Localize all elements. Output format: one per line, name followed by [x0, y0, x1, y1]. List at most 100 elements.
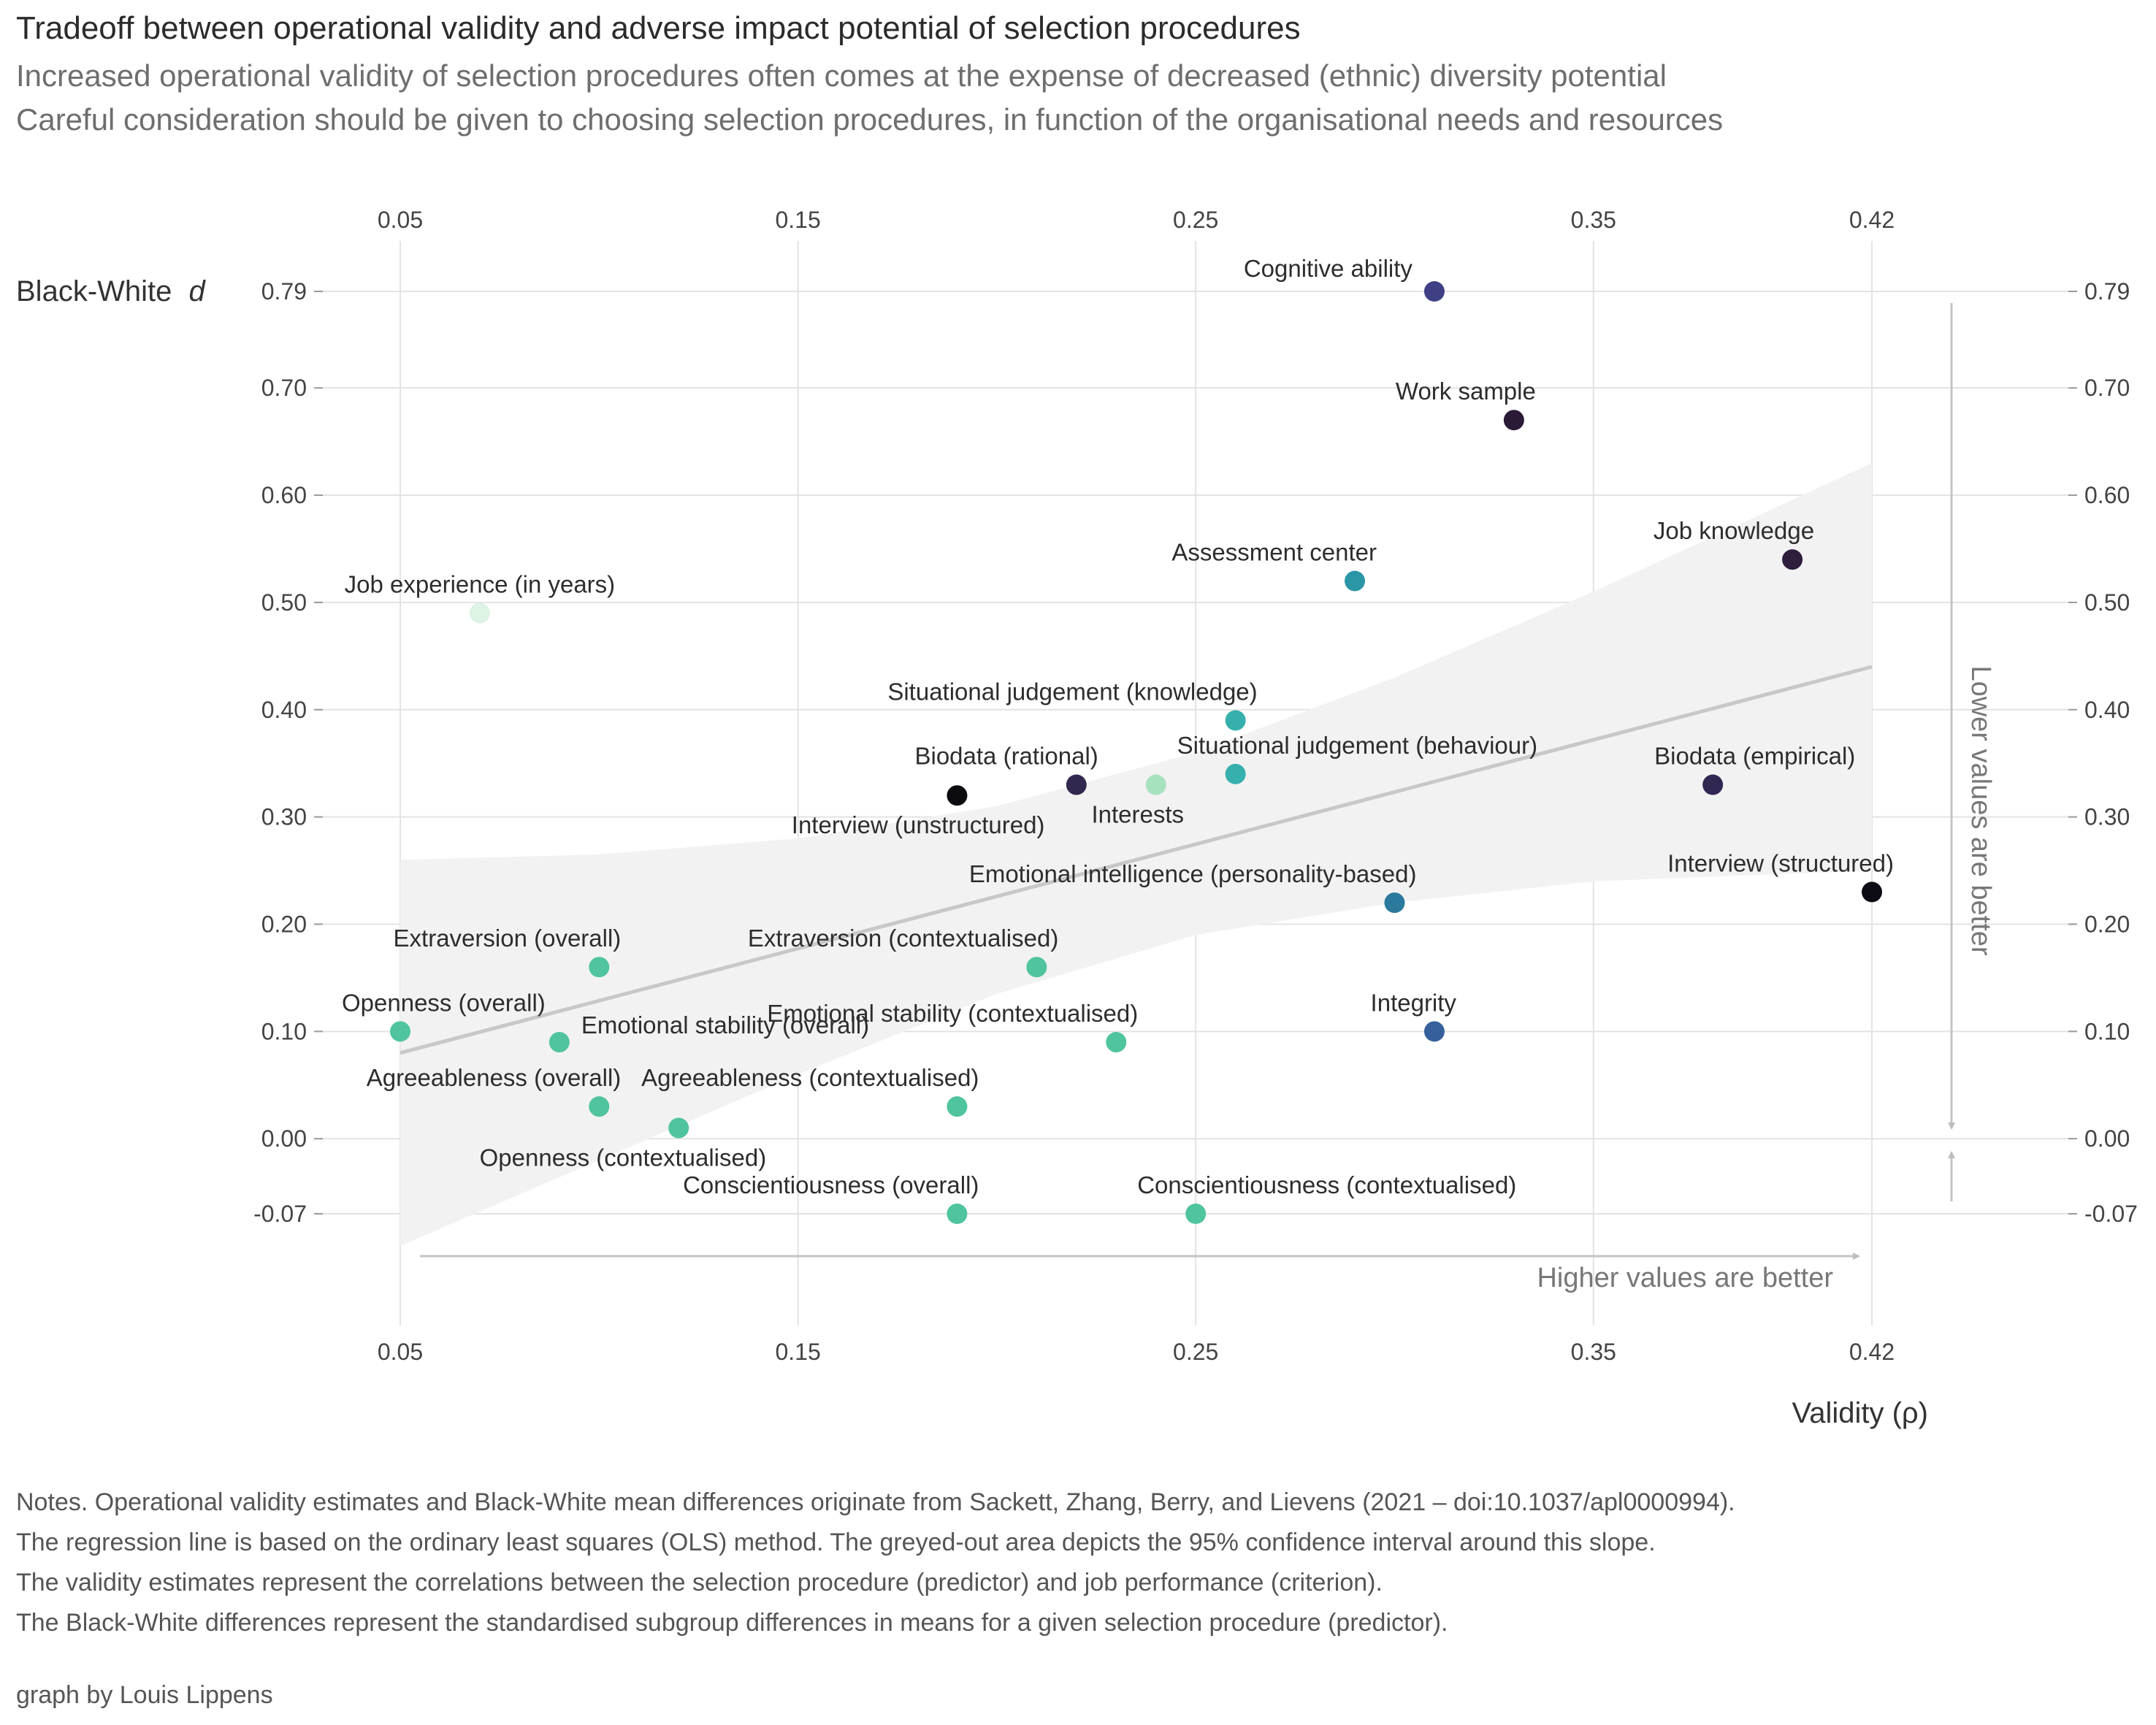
data-point	[589, 1096, 610, 1117]
point-label: Job knowledge	[1654, 517, 1814, 544]
data-point	[1862, 881, 1882, 903]
y-tick-label-left: 0.30	[261, 804, 307, 830]
y-arrow-label: Lower values are better	[1965, 665, 1996, 955]
point-label: Situational judgement (knowledge)	[887, 678, 1257, 705]
data-point	[668, 1117, 689, 1139]
data-point	[1782, 549, 1803, 570]
point-label: Openness (contextualised)	[480, 1144, 767, 1171]
data-point	[947, 785, 968, 806]
x-tick-label-top: 0.25	[1173, 207, 1218, 233]
data-point	[1225, 710, 1246, 731]
data-point	[1066, 774, 1087, 795]
scatter-chart: 0.05 0.05 0.15 0.15 0.25 0.25 0.35 0.35 0.42 0.42…	[16, 207, 2138, 1429]
x-axis-label: Validity (ρ)	[1792, 1397, 1928, 1429]
data-points	[390, 281, 1882, 1224]
data-point	[1702, 774, 1724, 795]
point-label: Biodata (rational)	[914, 743, 1098, 770]
point-label: Biodata (empirical)	[1654, 743, 1855, 770]
point-label: Extraversion (overall)	[394, 925, 622, 952]
x-tick-label-bottom: 0.35	[1571, 1339, 1616, 1365]
y-tick-label-right: 0.60	[2084, 482, 2130, 508]
x-tick-label-top: 0.35	[1571, 207, 1616, 233]
data-point	[1145, 774, 1166, 795]
point-labels: Cognitive ability Work sample Job knowledg…	[342, 255, 1894, 1198]
point-label: Conscientiousness (contextualised)	[1137, 1171, 1516, 1198]
point-label: Extraversion (contextualised)	[748, 925, 1059, 952]
data-point	[1503, 410, 1524, 431]
chart-subtitle-line-2: Careful consideration should be given to…	[16, 102, 1724, 137]
point-label: Job experience (in years)	[345, 571, 616, 598]
chart-subtitle-line-1: Increased operational validity of select…	[16, 58, 1667, 93]
data-point	[469, 603, 490, 624]
point-label: Emotional stability (contextualised)	[767, 1000, 1138, 1027]
notes: Notes. Operational validity estimates an…	[16, 1483, 1735, 1643]
chart-title: Tradeoff between operational validity an…	[16, 10, 1301, 46]
point-label: Emotional stability (overall)	[581, 1011, 869, 1039]
y-tick-label-right: 0.10	[2084, 1018, 2130, 1044]
point-label: Integrity	[1371, 989, 1457, 1016]
y-tick-label-right: 0.20	[2084, 911, 2130, 937]
point-label: Cognitive ability	[1244, 255, 1413, 282]
x-tick-label-bottom: 0.42	[1849, 1339, 1895, 1365]
direction-arrows: Higher values are better Lower values are…	[420, 303, 1996, 1293]
point-label: Interview (unstructured)	[792, 811, 1045, 838]
caption: graph by Louis Lippens	[16, 1681, 273, 1709]
data-point	[1106, 1032, 1127, 1053]
point-label: Emotional intelligence (personality-base…	[969, 860, 1417, 887]
regression-line	[400, 665, 1873, 1055]
data-point	[390, 1021, 410, 1042]
point-label: Conscientiousness (overall)	[683, 1171, 979, 1198]
y-tick-label-left: 0.70	[261, 375, 307, 401]
y-tick-label-left: -0.07	[253, 1201, 307, 1227]
y-tick-label-right: 0.70	[2084, 375, 2130, 401]
y-tick-label-left: 0.60	[261, 482, 307, 508]
data-point	[548, 1032, 570, 1053]
note-line-3: The validity estimates represent the cor…	[16, 1569, 1383, 1596]
data-point	[947, 1204, 968, 1224]
point-label: Work sample	[1396, 378, 1536, 405]
y-tick-label-right: 0.40	[2084, 697, 2130, 723]
data-point	[1225, 763, 1246, 784]
x-tick-label-bottom: 0.25	[1173, 1339, 1218, 1365]
data-point	[947, 1096, 968, 1117]
note-line-4: The Black-White differences represent th…	[16, 1609, 1448, 1637]
data-point	[1423, 281, 1445, 302]
data-point	[1185, 1204, 1207, 1224]
y-axis-label: Black-White d	[16, 275, 207, 307]
point-label: Interview (structured)	[1667, 849, 1894, 876]
axis-labels: 0.05 0.05 0.15 0.15 0.25 0.25 0.35 0.35 0.42 0.42…	[16, 207, 2138, 1429]
x-tick-label-bottom: 0.05	[378, 1339, 423, 1365]
data-point	[1384, 892, 1405, 914]
regression-line-group	[400, 665, 1873, 1055]
y-tick-label-left: 0.50	[261, 589, 307, 616]
y-tick-label-left: 0.10	[261, 1018, 307, 1044]
data-point	[1423, 1021, 1445, 1042]
confidence-band-area	[400, 462, 1872, 1247]
point-label: Interests	[1091, 801, 1184, 828]
data-point	[1345, 570, 1366, 592]
x-tick-label-top: 0.05	[378, 207, 423, 233]
note-line-2: The regression line is based on the ordi…	[16, 1529, 1656, 1556]
point-label: Assessment center	[1171, 539, 1377, 566]
y-tick-label-right: -0.07	[2084, 1201, 2138, 1227]
y-tick-label-right: 0.30	[2084, 804, 2130, 830]
x-tick-label-top: 0.15	[775, 207, 820, 233]
y-tick-label-right: 0.50	[2084, 589, 2130, 616]
x-tick-label-top: 0.42	[1849, 207, 1895, 233]
point-label: Agreeableness (contextualised)	[641, 1064, 979, 1091]
y-tick-label-right: 0.00	[2084, 1125, 2130, 1152]
y-tick-label-left: 0.20	[261, 911, 307, 937]
x-tick-label-bottom: 0.15	[775, 1339, 820, 1365]
confidence-band	[400, 462, 1872, 1247]
data-point	[589, 957, 610, 978]
y-tick-label-left: 0.00	[261, 1125, 307, 1152]
y-tick-label-left: 0.40	[261, 697, 307, 723]
point-label: Situational judgement (behaviour)	[1177, 732, 1537, 759]
y-tick-label-right: 0.79	[2084, 278, 2130, 305]
y-tick-label-left: 0.79	[261, 278, 307, 305]
data-point	[1026, 957, 1047, 978]
point-label: Openness (overall)	[342, 989, 546, 1016]
note-line-1: Notes. Operational validity estimates an…	[16, 1488, 1735, 1516]
x-arrow-label: Higher values are better	[1537, 1263, 1833, 1293]
point-label: Agreeableness (overall)	[367, 1064, 622, 1091]
